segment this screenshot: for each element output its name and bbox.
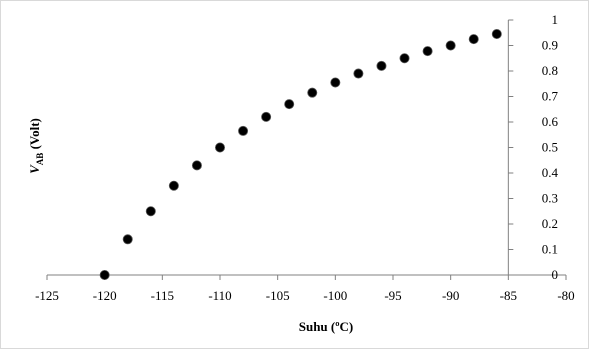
y-axis-title-main: V (27, 164, 42, 174)
x-tick-label: -110 (208, 288, 231, 303)
data-point (468, 34, 479, 45)
x-axis-ticks: -125 -120 -115 -110 -105 -100 -95 -90 -85 -80 (35, 275, 575, 303)
x-tick-label: -95 (384, 288, 401, 303)
y-tick-label: 0.6 (542, 114, 559, 129)
y-tick-label: 0.5 (542, 140, 558, 155)
data-point (422, 46, 433, 57)
data-point (284, 99, 295, 110)
data-point (145, 206, 156, 217)
y-axis-title: VAB (Volt) (27, 118, 45, 174)
x-tick-label: -120 (93, 288, 117, 303)
x-tick-label: -125 (35, 288, 59, 303)
y-axis-title-subscript: AB (35, 153, 45, 166)
x-tick-label: -85 (500, 288, 517, 303)
data-point (122, 234, 133, 245)
data-point (491, 29, 502, 40)
y-tick-label: 0.1 (542, 242, 558, 257)
x-tick-label: -115 (151, 288, 174, 303)
data-point (376, 60, 387, 71)
data-point (445, 40, 456, 51)
data-point (399, 53, 410, 64)
x-tick-label: -100 (323, 288, 347, 303)
data-point (191, 160, 202, 171)
y-tick-label: 0.7 (542, 89, 559, 104)
x-tick-label: -90 (442, 288, 459, 303)
y-tick-label: 0.8 (542, 63, 558, 78)
y-axis-title-suffix: (Volt) (27, 118, 42, 153)
data-point (214, 142, 225, 153)
data-point (168, 180, 179, 191)
y-tick-label: 0.4 (542, 165, 559, 180)
data-point (238, 125, 249, 136)
x-axis-title: Suhu (ºC) (299, 319, 354, 334)
y-tick-label: 0.3 (542, 191, 558, 206)
data-points (99, 29, 502, 280)
data-point (261, 111, 272, 122)
x-tick-label: -105 (266, 288, 290, 303)
data-point (307, 87, 318, 98)
y-tick-label: 1 (552, 12, 559, 27)
data-point (330, 77, 341, 88)
x-tick-label: -80 (557, 288, 574, 303)
data-point (353, 68, 364, 79)
y-axis-ticks: 0 0.1 0.2 0.3 0.4 0.5 0.6 0.7 0.8 0.9 1 (508, 12, 559, 282)
data-point (99, 269, 110, 280)
y-tick-label: 0 (552, 267, 559, 282)
y-tick-label: 0.2 (542, 216, 558, 231)
y-tick-label: 0.9 (542, 38, 558, 53)
